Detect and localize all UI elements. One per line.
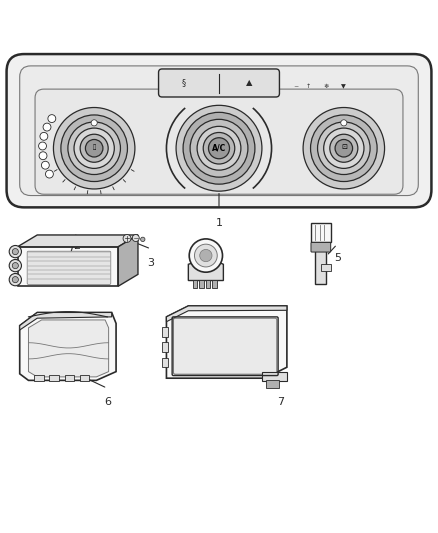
FancyBboxPatch shape [35,89,403,194]
Polygon shape [162,342,168,352]
Polygon shape [20,312,112,330]
Polygon shape [34,375,44,381]
Circle shape [12,248,18,255]
Circle shape [61,115,127,182]
Circle shape [9,246,21,258]
Polygon shape [266,381,279,388]
Circle shape [176,106,262,191]
Text: 4: 4 [202,252,209,262]
FancyBboxPatch shape [311,243,331,252]
Polygon shape [65,375,74,381]
Circle shape [12,263,18,269]
Circle shape [303,108,385,189]
Text: ~: ~ [293,84,298,90]
Circle shape [141,237,145,241]
Circle shape [46,170,53,178]
Circle shape [311,115,377,182]
Polygon shape [80,375,89,381]
Polygon shape [212,280,217,288]
Text: A/C: A/C [212,143,226,152]
Text: ⊡: ⊡ [341,144,347,150]
Circle shape [324,128,364,168]
Polygon shape [162,358,168,367]
Circle shape [132,235,139,241]
Text: §: § [182,78,186,87]
FancyBboxPatch shape [20,66,418,196]
Text: ↑: ↑ [306,84,311,90]
Circle shape [9,273,21,286]
Circle shape [68,122,120,174]
Circle shape [74,128,114,168]
Polygon shape [28,320,109,377]
Circle shape [43,123,51,131]
Polygon shape [166,306,287,378]
Polygon shape [311,223,331,243]
Circle shape [203,133,235,164]
Circle shape [40,132,48,140]
Circle shape [189,239,223,272]
Circle shape [318,122,370,174]
Circle shape [80,134,108,162]
Circle shape [91,120,97,126]
Circle shape [48,115,56,123]
Circle shape [123,235,131,243]
Circle shape [42,161,49,169]
Circle shape [197,126,241,170]
Text: 6: 6 [104,397,111,407]
Polygon shape [206,280,210,288]
Circle shape [183,112,255,184]
Circle shape [9,260,21,272]
FancyBboxPatch shape [159,69,279,97]
Polygon shape [188,261,223,280]
Text: 🚗: 🚗 [92,144,96,150]
Circle shape [341,120,347,126]
FancyBboxPatch shape [173,318,277,374]
Text: 7: 7 [277,397,284,407]
FancyBboxPatch shape [7,54,431,207]
FancyBboxPatch shape [27,251,111,285]
Text: 2: 2 [73,241,80,251]
Polygon shape [199,280,204,288]
Polygon shape [20,312,116,381]
Circle shape [39,142,46,150]
Polygon shape [315,240,326,284]
Circle shape [12,277,18,282]
Text: ❄: ❄ [324,84,329,90]
Polygon shape [18,235,138,247]
Polygon shape [162,327,168,336]
Polygon shape [118,235,138,286]
Text: 5: 5 [334,253,341,263]
Polygon shape [262,373,287,381]
Polygon shape [18,247,118,286]
Circle shape [194,244,217,267]
Circle shape [85,140,103,157]
Text: ▼: ▼ [342,84,346,90]
Text: 3: 3 [148,258,155,268]
Circle shape [200,249,212,262]
Polygon shape [49,375,59,381]
Text: 1: 1 [215,218,223,228]
Text: ▲: ▲ [247,78,253,87]
Circle shape [335,140,353,157]
Polygon shape [193,280,197,288]
Circle shape [39,152,47,160]
Polygon shape [166,306,287,322]
Circle shape [330,134,358,162]
Circle shape [53,108,135,189]
Polygon shape [321,264,331,271]
Circle shape [208,138,230,159]
Circle shape [190,119,248,177]
